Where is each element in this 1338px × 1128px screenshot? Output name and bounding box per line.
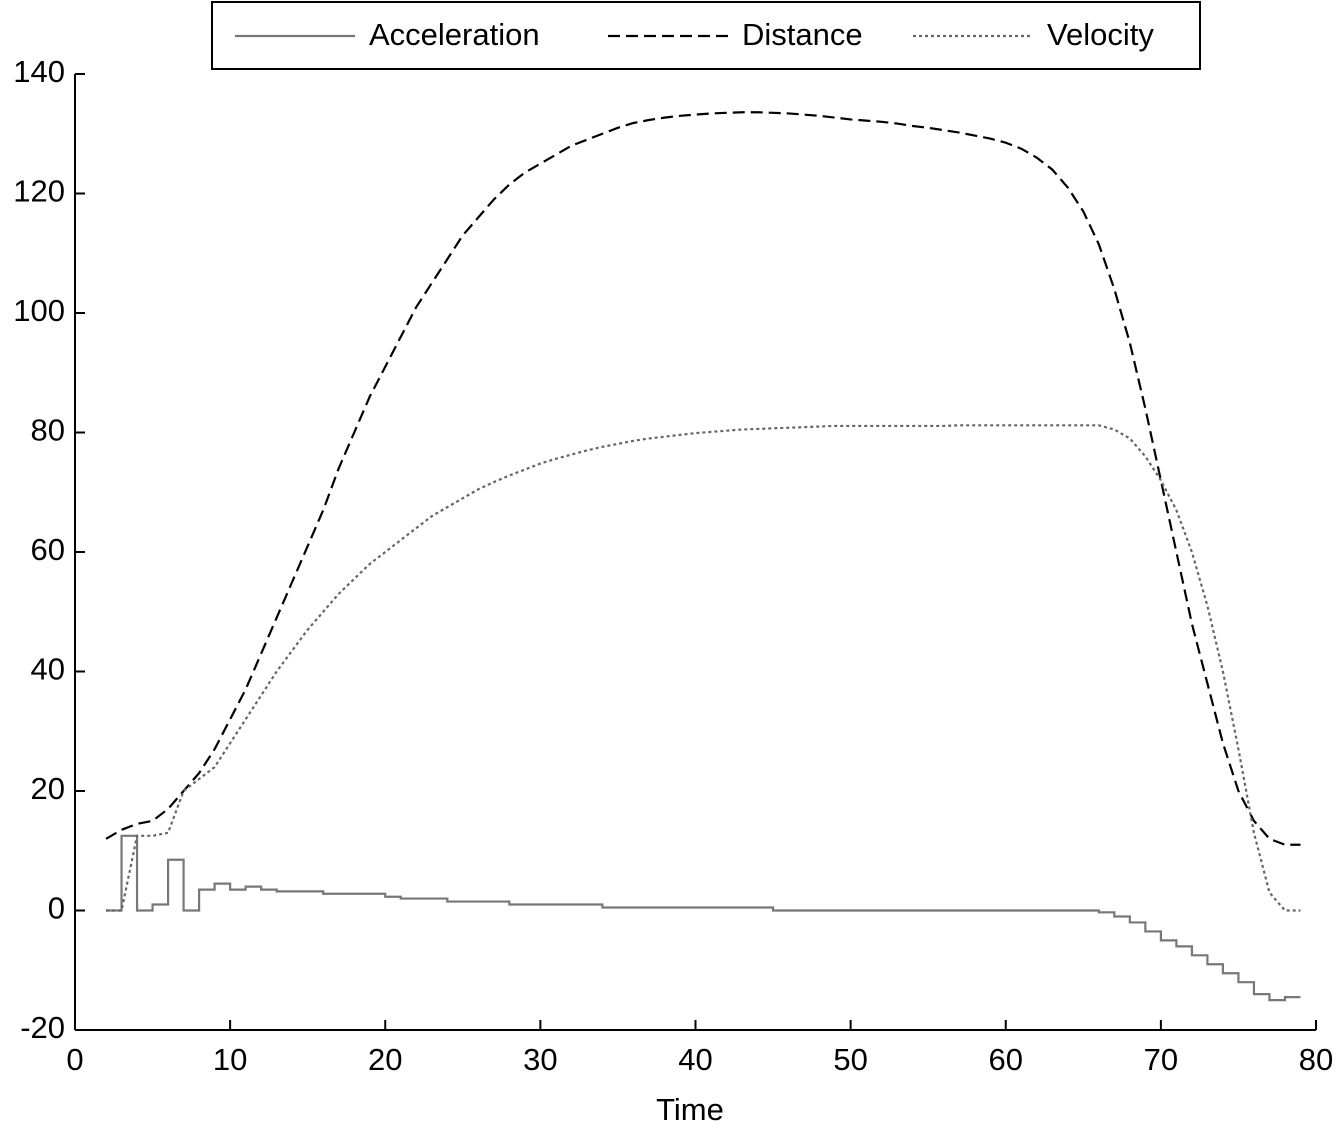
x-tick-label: 20 [368,1042,402,1077]
y-tick-label: 40 [31,652,65,687]
y-tick-label: 80 [31,413,65,448]
x-tick-label: 60 [989,1042,1023,1077]
x-axis-label: Time [656,1092,724,1127]
series-line [106,424,1301,912]
legend-label: Velocity [1047,17,1154,52]
y-tick-label: 100 [13,293,65,328]
x-tick-label: 30 [523,1042,557,1077]
y-tick-label: 120 [13,174,65,209]
x-tick-label: 70 [1144,1042,1178,1077]
series-line [106,834,1301,1002]
y-tick-label: -20 [20,1010,65,1045]
x-tick-label: 10 [213,1042,247,1077]
x-tick-label: 0 [66,1042,83,1077]
y-tick-label: 0 [48,891,65,926]
y-tick-label: 20 [31,771,65,806]
y-tick-label: 140 [13,54,65,89]
y-tick-label: 60 [31,532,65,567]
x-tick-label: 40 [678,1042,712,1077]
legend-label: Distance [742,17,863,52]
series-line [105,111,1301,846]
legend-label: Acceleration [369,17,540,52]
x-tick-label: 80 [1299,1042,1333,1077]
x-tick-label: 50 [833,1042,867,1077]
